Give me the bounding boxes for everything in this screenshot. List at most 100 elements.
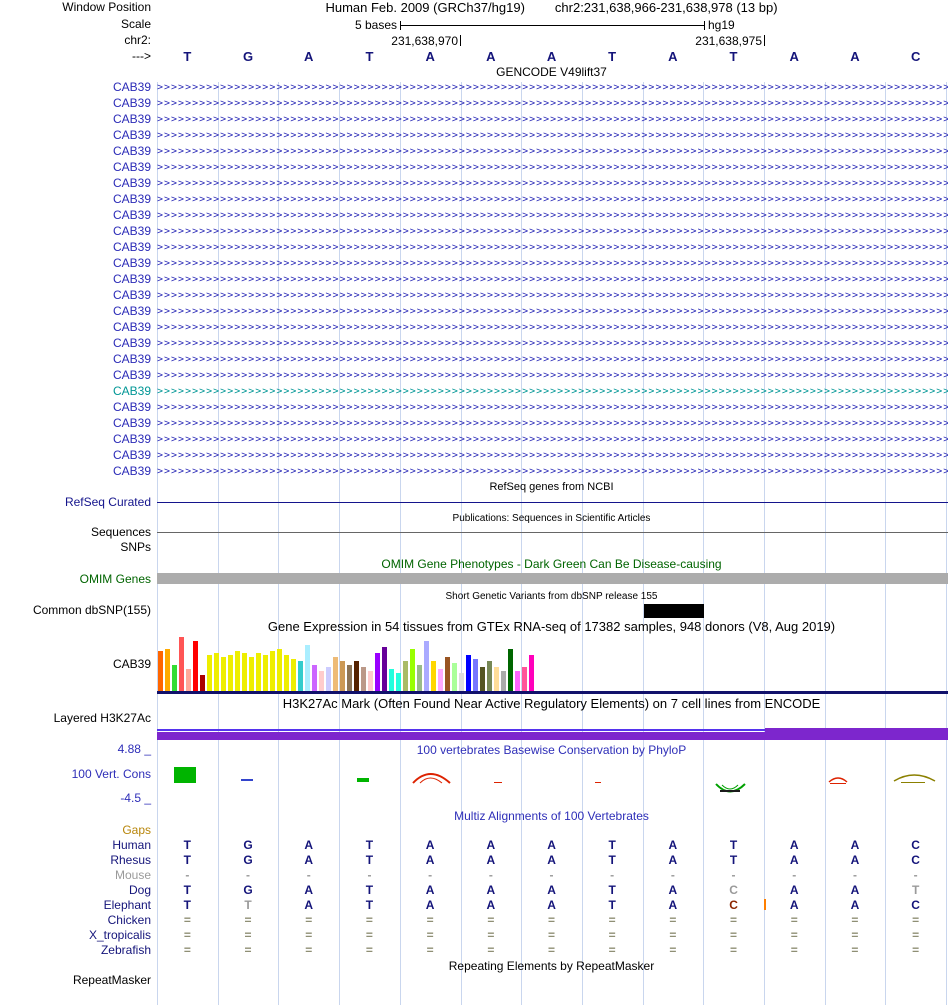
gtex-bar[interactable] (522, 667, 527, 691)
gencode-gene-label[interactable]: CAB39 (112, 368, 151, 382)
gencode-transcript[interactable]: >>>>>>>>>>>>>>>>>>>>>>>>>>>>>>>>>>>>>>>>… (157, 466, 948, 477)
gtex-bar[interactable] (424, 641, 429, 691)
gencode-transcript[interactable]: >>>>>>>>>>>>>>>>>>>>>>>>>>>>>>>>>>>>>>>>… (157, 418, 948, 429)
gtex-bar[interactable] (417, 665, 422, 691)
gencode-transcript[interactable]: >>>>>>>>>>>>>>>>>>>>>>>>>>>>>>>>>>>>>>>>… (157, 242, 948, 253)
gtex-bar[interactable] (249, 657, 254, 691)
gencode-gene-label[interactable]: CAB39 (112, 192, 151, 206)
gencode-transcript[interactable]: >>>>>>>>>>>>>>>>>>>>>>>>>>>>>>>>>>>>>>>>… (157, 402, 948, 413)
gtex-bar[interactable] (277, 649, 282, 691)
gencode-gene-label[interactable]: CAB39 (112, 336, 151, 350)
gencode-gene-label[interactable]: CAB39 (112, 240, 151, 254)
multiz-species-rhesus[interactable]: Rhesus (110, 853, 151, 867)
multiz-species-elephant[interactable]: Elephant (103, 898, 151, 912)
gencode-gene-label[interactable]: CAB39 (112, 224, 151, 238)
gtex-bar[interactable] (403, 661, 408, 691)
phylop-signal[interactable] (157, 755, 946, 805)
gtex-bar[interactable] (228, 655, 233, 691)
gtex-bar[interactable] (368, 671, 373, 691)
gtex-bar[interactable] (305, 645, 310, 691)
publications-dense-item[interactable] (157, 532, 948, 533)
snps-label[interactable]: SNPs (120, 540, 151, 554)
gencode-gene-label[interactable]: CAB39 (112, 400, 151, 414)
gencode-transcript[interactable]: >>>>>>>>>>>>>>>>>>>>>>>>>>>>>>>>>>>>>>>>… (157, 450, 948, 461)
gtex-bar[interactable] (431, 661, 436, 691)
gtex-bar[interactable] (480, 667, 485, 691)
h3k27ac-signal-band[interactable] (157, 732, 948, 740)
gtex-bar[interactable] (508, 649, 513, 691)
gencode-transcript[interactable]: >>>>>>>>>>>>>>>>>>>>>>>>>>>>>>>>>>>>>>>>… (157, 146, 948, 157)
gtex-bar[interactable] (298, 661, 303, 691)
gencode-transcript[interactable]: >>>>>>>>>>>>>>>>>>>>>>>>>>>>>>>>>>>>>>>>… (157, 370, 948, 381)
gtex-bar[interactable] (270, 651, 275, 691)
gencode-transcript[interactable]: >>>>>>>>>>>>>>>>>>>>>>>>>>>>>>>>>>>>>>>>… (157, 354, 948, 365)
gtex-bar[interactable] (200, 675, 205, 691)
gencode-gene-label[interactable]: CAB39 (112, 288, 151, 302)
gtex-bar[interactable] (529, 655, 534, 691)
gencode-transcript[interactable]: >>>>>>>>>>>>>>>>>>>>>>>>>>>>>>>>>>>>>>>>… (157, 82, 948, 93)
gtex-bar[interactable] (340, 661, 345, 691)
strand-arrow-label[interactable]: ---> (132, 49, 151, 63)
gtex-bar[interactable] (459, 673, 464, 691)
gencode-gene-label[interactable]: CAB39 (112, 80, 151, 94)
gtex-bar[interactable] (438, 669, 443, 691)
gtex-bar[interactable] (445, 657, 450, 691)
dbsnp-label[interactable]: Common dbSNP(155) (32, 603, 151, 617)
gencode-gene-label[interactable]: CAB39 (112, 272, 151, 286)
gencode-gene-label[interactable]: CAB39 (112, 96, 151, 110)
multiz-species-dog[interactable]: Dog (128, 883, 151, 897)
gtex-bar[interactable] (158, 651, 163, 691)
gencode-transcript[interactable]: >>>>>>>>>>>>>>>>>>>>>>>>>>>>>>>>>>>>>>>>… (157, 114, 948, 125)
multiz-species-gaps[interactable]: Gaps (122, 823, 151, 837)
gtex-bar[interactable] (494, 667, 499, 691)
gencode-transcript[interactable]: >>>>>>>>>>>>>>>>>>>>>>>>>>>>>>>>>>>>>>>>… (157, 306, 948, 317)
multiz-species-zebrafish[interactable]: Zebrafish (100, 943, 151, 957)
h3k27ac-signal-line[interactable] (157, 729, 948, 731)
gtex-bar[interactable] (207, 655, 212, 691)
gencode-transcript[interactable]: >>>>>>>>>>>>>>>>>>>>>>>>>>>>>>>>>>>>>>>>… (157, 130, 948, 141)
refseq-curated-label[interactable]: RefSeq Curated (64, 495, 151, 509)
gtex-bar[interactable] (172, 665, 177, 691)
gtex-bar[interactable] (319, 671, 324, 691)
gtex-gene-label[interactable]: CAB39 (112, 657, 151, 671)
dbsnp-variant-bar[interactable] (644, 604, 704, 618)
gtex-bar[interactable] (214, 653, 219, 691)
gencode-gene-label[interactable]: CAB39 (112, 448, 151, 462)
phylop-label[interactable]: 100 Vert. Cons (71, 767, 151, 781)
gencode-gene-label[interactable]: CAB39 (112, 128, 151, 142)
sequences-label[interactable]: Sequences (90, 525, 151, 539)
gencode-transcript[interactable]: >>>>>>>>>>>>>>>>>>>>>>>>>>>>>>>>>>>>>>>>… (157, 194, 948, 205)
gencode-gene-label[interactable]: CAB39 (112, 320, 151, 334)
gtex-bar[interactable] (263, 655, 268, 691)
gtex-bar[interactable] (501, 671, 506, 691)
omim-gene-bar[interactable] (157, 573, 948, 584)
gencode-gene-label[interactable]: CAB39 (112, 256, 151, 270)
gencode-gene-label[interactable]: CAB39 (112, 416, 151, 430)
gtex-bar[interactable] (382, 647, 387, 691)
gencode-transcript[interactable]: >>>>>>>>>>>>>>>>>>>>>>>>>>>>>>>>>>>>>>>>… (157, 338, 948, 349)
gtex-bar[interactable] (361, 667, 366, 691)
gtex-bar[interactable] (466, 655, 471, 691)
gtex-bar[interactable] (452, 663, 457, 691)
multiz-species-human[interactable]: Human (112, 838, 151, 852)
gencode-gene-label[interactable]: CAB39 (112, 112, 151, 126)
gtex-bar[interactable] (487, 661, 492, 691)
gencode-transcript[interactable]: >>>>>>>>>>>>>>>>>>>>>>>>>>>>>>>>>>>>>>>>… (157, 210, 948, 221)
gencode-gene-label[interactable]: CAB39 (112, 384, 151, 398)
gencode-gene-label[interactable]: CAB39 (112, 352, 151, 366)
refseq-dense-item[interactable] (157, 502, 948, 503)
gtex-bar[interactable] (179, 637, 184, 691)
gtex-bar[interactable] (291, 659, 296, 691)
multiz-species-mouse[interactable]: Mouse (114, 868, 151, 882)
gencode-transcript[interactable]: >>>>>>>>>>>>>>>>>>>>>>>>>>>>>>>>>>>>>>>>… (157, 322, 948, 333)
gtex-bar[interactable] (410, 649, 415, 691)
omim-genes-label[interactable]: OMIM Genes (79, 572, 151, 586)
gencode-gene-label[interactable]: CAB39 (112, 304, 151, 318)
gencode-transcript[interactable]: >>>>>>>>>>>>>>>>>>>>>>>>>>>>>>>>>>>>>>>>… (157, 434, 948, 445)
gtex-bar[interactable] (326, 667, 331, 691)
h3k27ac-signal-band-right[interactable] (765, 728, 948, 740)
gencode-transcript[interactable]: >>>>>>>>>>>>>>>>>>>>>>>>>>>>>>>>>>>>>>>>… (157, 274, 948, 285)
gtex-bar[interactable] (515, 671, 520, 691)
gtex-bar[interactable] (396, 673, 401, 691)
h3k27ac-label[interactable]: Layered H3K27Ac (53, 711, 151, 725)
